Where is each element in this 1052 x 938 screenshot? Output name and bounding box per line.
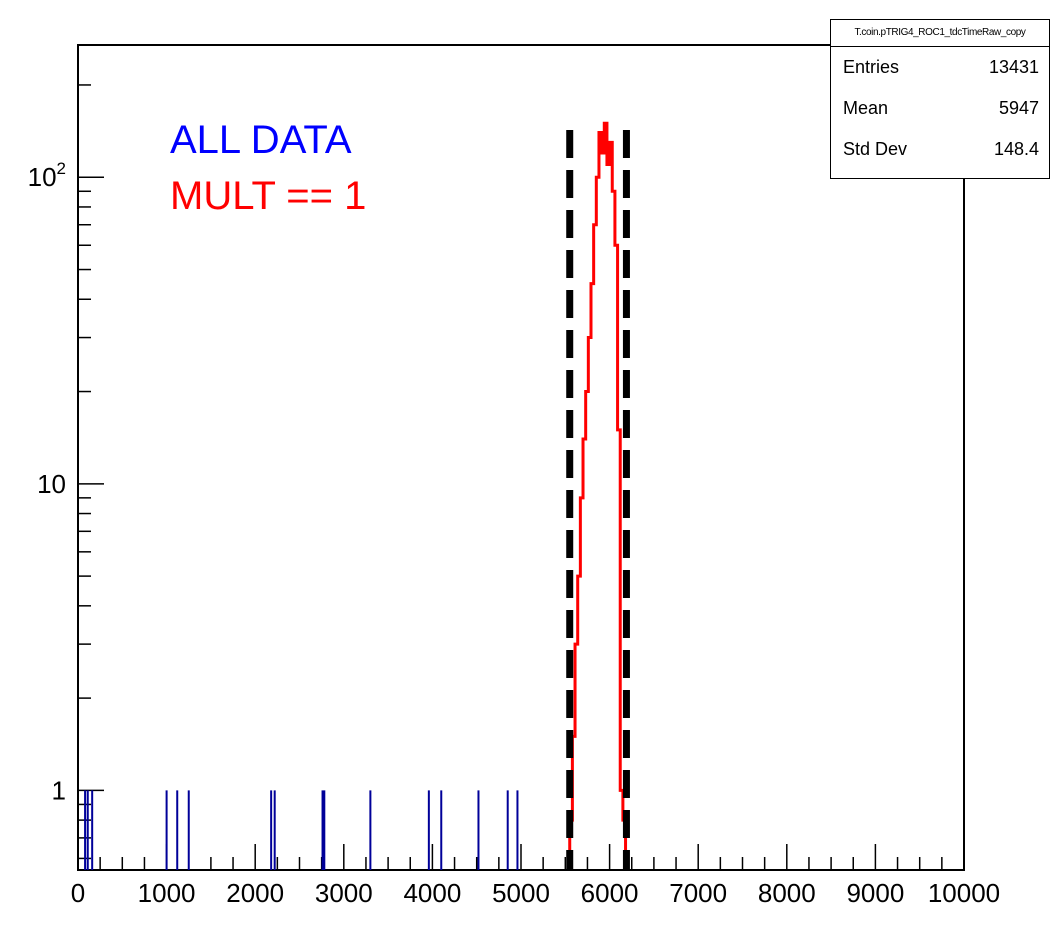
stats-row-stddev: Std Dev 148.4	[831, 129, 1049, 170]
stats-label: Std Dev	[843, 139, 908, 159]
x-tick-label: 7000	[669, 878, 727, 908]
annotation-all-data: ALL DATA	[170, 118, 352, 162]
stats-row-entries: Entries 13431	[831, 47, 1049, 88]
x-tick-label: 4000	[403, 878, 461, 908]
series-mult-1	[568, 121, 628, 870]
series-all-data	[84, 790, 519, 870]
x-axis: 0 1000 2000 3000 4000 5000 6000 7000 8000 9000 100…	[71, 844, 1000, 908]
x-tick-label: 3000	[315, 878, 373, 908]
y-axis: 1 10 102	[28, 84, 104, 860]
stats-label: Entries	[843, 57, 900, 77]
cut-lines	[566, 130, 630, 870]
stats-value: 148.4	[993, 139, 1039, 159]
stats-title: T.coin.pTRIG4_ROC1_tdcTimeRaw_copy	[831, 20, 1049, 47]
x-tick-label: 1000	[138, 878, 196, 908]
annotation-mult-1: MULT == 1	[170, 174, 367, 218]
x-tick-label: 6000	[581, 878, 639, 908]
x-tick-label: 0	[71, 878, 85, 908]
x-tick-label: 10000	[928, 878, 1000, 908]
mult-1-histogram	[568, 121, 628, 870]
stats-row-mean: Mean 5947	[831, 88, 1049, 129]
x-tick-label: 2000	[226, 878, 284, 908]
x-tick-label: 5000	[492, 878, 550, 908]
y-tick-label: 102	[28, 159, 66, 192]
stats-label: Mean	[843, 98, 889, 118]
stats-value: 5947	[998, 98, 1039, 118]
stats-value: 13431	[988, 57, 1039, 77]
stats-box: T.coin.pTRIG4_ROC1_tdcTimeRaw_copy Entri…	[830, 19, 1050, 179]
x-tick-label: 8000	[758, 878, 816, 908]
x-tick-label: 9000	[846, 878, 904, 908]
y-tick-label: 1	[52, 775, 66, 805]
y-tick-label: 10	[37, 469, 66, 499]
